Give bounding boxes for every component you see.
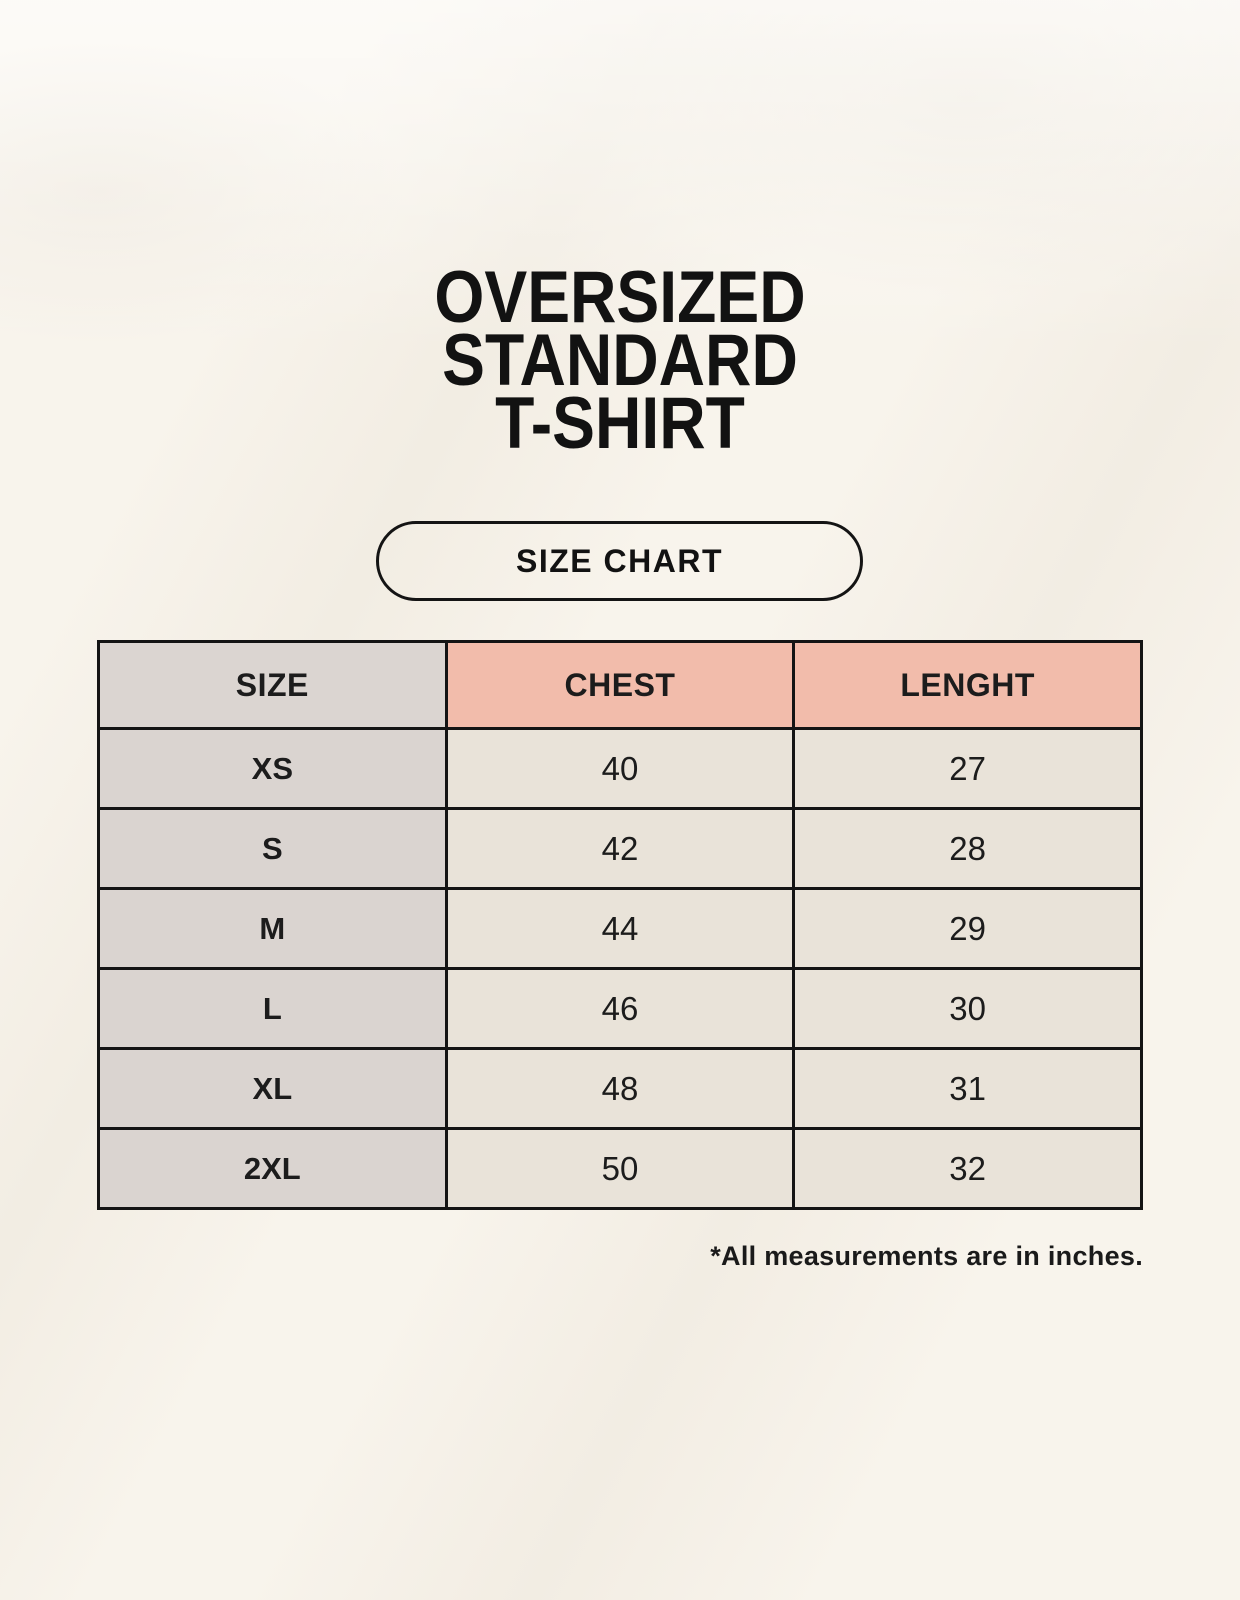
size-chart-badge: SIZE CHART (376, 521, 863, 601)
cell-length-s: 28 (792, 807, 1143, 890)
measurements-footnote: *All measurements are in inches. (710, 1241, 1143, 1271)
cell-chest-xs: 40 (444, 727, 796, 810)
cell-chest-s: 42 (444, 807, 796, 890)
cell-chest-m: 44 (444, 887, 796, 970)
row-label-m: M (97, 887, 448, 970)
cell-length-xl: 31 (792, 1047, 1143, 1130)
row-label-xl: XL (97, 1047, 448, 1130)
size-chart-badge-label: SIZE CHART (516, 542, 723, 579)
table-row: XL 48 31 (97, 1047, 1143, 1130)
cell-chest-2xl: 50 (444, 1127, 796, 1210)
table-header-row: SIZE CHEST LENGHT (97, 640, 1143, 730)
cell-length-m: 29 (792, 887, 1143, 970)
cell-length-xs: 27 (792, 727, 1143, 810)
cell-length-l: 30 (792, 967, 1143, 1050)
title-line-2: STANDARD (442, 320, 798, 401)
page-title: OVERSIZED STANDARD T-SHIRT (74, 257, 1165, 464)
row-label-l: L (97, 967, 448, 1050)
size-chart-table: SIZE CHEST LENGHT XS 40 27 S 42 28 M 44 … (97, 640, 1143, 1210)
row-label-s: S (97, 807, 448, 890)
column-header-size: SIZE (97, 640, 448, 730)
cell-chest-xl: 48 (444, 1047, 796, 1130)
cell-chest-l: 46 (444, 967, 796, 1050)
cell-length-2xl: 32 (792, 1127, 1143, 1210)
title-line-1: OVERSIZED (434, 257, 806, 338)
table-row: S 42 28 (97, 807, 1143, 890)
table-row: XS 40 27 (97, 727, 1143, 810)
row-label-xs: XS (97, 727, 448, 810)
table-row: 2XL 50 32 (97, 1127, 1143, 1210)
table-row: M 44 29 (97, 887, 1143, 970)
table-row: L 46 30 (97, 967, 1143, 1050)
row-label-2xl: 2XL (97, 1127, 448, 1210)
column-header-chest: CHEST (444, 640, 796, 730)
title-line-3: T-SHIRT (495, 383, 745, 464)
column-header-length: LENGHT (792, 640, 1143, 730)
